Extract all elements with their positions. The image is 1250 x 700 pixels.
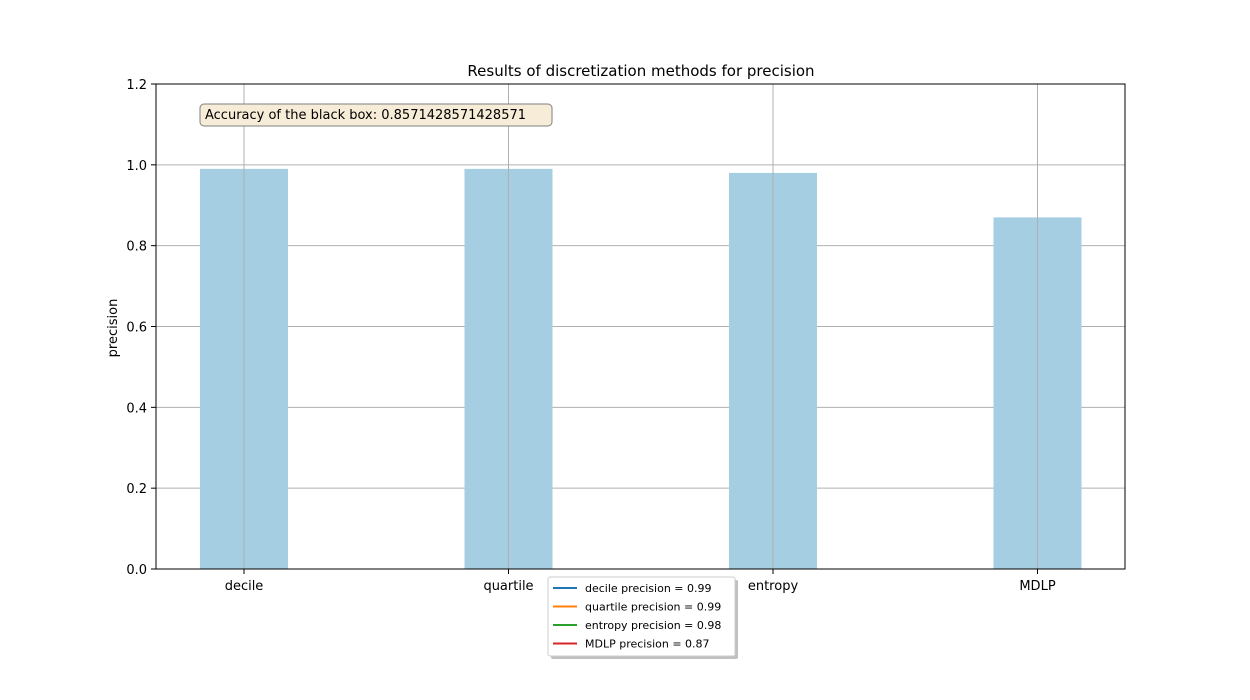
legend-entry-label: decile precision = 0.99 bbox=[585, 582, 712, 595]
y-tick-label: 1.0 bbox=[126, 159, 147, 174]
annotation-text: Accuracy of the black box: 0.85714285714… bbox=[205, 108, 526, 123]
legend-entry-label: quartile precision = 0.99 bbox=[585, 601, 721, 614]
y-tick-label: 0.0 bbox=[126, 563, 147, 578]
x-tick-label: quartile bbox=[483, 579, 533, 594]
annotation-box: Accuracy of the black box: 0.85714285714… bbox=[199, 103, 553, 127]
legend-entry-label: MDLP precision = 0.87 bbox=[585, 638, 710, 651]
y-tick-label: 0.8 bbox=[126, 240, 147, 255]
y-axis-label: precision bbox=[106, 299, 121, 358]
x-tick-label: entropy bbox=[748, 579, 799, 594]
x-axis-ticks: decile quartile entropy MDLP bbox=[225, 569, 1056, 594]
legend-entry-label: entropy precision = 0.98 bbox=[585, 619, 721, 632]
y-tick-label: 0.4 bbox=[126, 401, 147, 416]
annotation-box-background bbox=[199, 103, 553, 127]
y-axis-ticks: 0.0 0.2 0.4 0.6 0.8 1.0 1.2 bbox=[126, 78, 156, 578]
grid-lines bbox=[156, 164, 1125, 489]
legend-frame bbox=[547, 576, 736, 657]
vertical-grid-lines bbox=[243, 84, 1038, 569]
y-tick-label: 1.2 bbox=[126, 78, 147, 93]
legend-entries: decile precision = 0.99 quartile precisio… bbox=[553, 582, 721, 651]
y-tick-label: 0.2 bbox=[126, 482, 147, 497]
y-tick-label: 0.6 bbox=[126, 321, 147, 336]
legend: decile precision = 0.99 quartile precisio… bbox=[547, 576, 738, 659]
x-tick-label: decile bbox=[225, 579, 264, 594]
x-tick-label: MDLP bbox=[1019, 579, 1055, 594]
chart-title: Results of discretization methods for pr… bbox=[467, 62, 814, 80]
